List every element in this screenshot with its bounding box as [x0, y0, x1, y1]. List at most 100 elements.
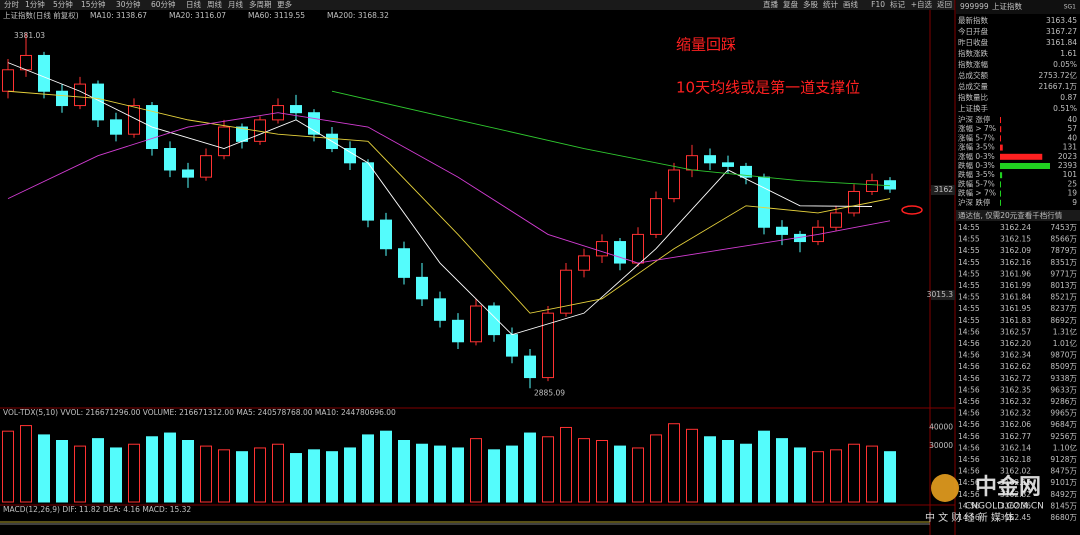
- toolbar-button[interactable]: 统计: [823, 0, 838, 9]
- tick-price: 3162.77: [1000, 432, 1031, 441]
- breadth-label: 沪深 涨停: [958, 114, 991, 124]
- breadth-label: 涨幅 0-3%: [958, 151, 995, 161]
- legend-item: MA60: 3119.55: [248, 11, 305, 20]
- toolbar-tab[interactable]: 60分钟: [151, 0, 176, 9]
- volume-bar: [272, 443, 284, 503]
- stat-label: 指数量比: [958, 92, 988, 102]
- candle-body: [632, 233, 644, 264]
- tick-price: 3162.06: [1000, 420, 1031, 429]
- stat-value: 3163.45: [1046, 16, 1077, 25]
- volume-bar: [128, 443, 140, 503]
- candle-body: [416, 276, 428, 300]
- tick-price: 3161.83: [1000, 316, 1031, 325]
- stat-value: 0.87: [1060, 93, 1077, 102]
- volume-bar: [866, 445, 878, 503]
- toolbar-tab[interactable]: 1分钟: [25, 0, 45, 9]
- tick-time: 14:55: [958, 269, 980, 278]
- toolbar-tab[interactable]: 多周期: [249, 0, 272, 9]
- volume-bar: [650, 434, 662, 503]
- watermark-brand: 中金网: [975, 474, 1041, 500]
- candle-body: [290, 105, 302, 114]
- toolbar-button[interactable]: 返回: [937, 0, 952, 9]
- tick-price: 3161.99: [1000, 281, 1031, 290]
- volume-bar: [578, 438, 590, 503]
- volume-bar: [614, 445, 626, 503]
- volume-bar: [452, 447, 464, 503]
- volume-bar: [398, 440, 410, 503]
- volume-bar: [776, 438, 788, 503]
- legend-item: MA20: 3116.07: [169, 11, 226, 20]
- volume-bar: [38, 434, 50, 503]
- breadth-count: 131: [1063, 143, 1078, 152]
- toolbar-tab[interactable]: 月线: [228, 0, 243, 9]
- candle-body: [362, 162, 374, 221]
- toolbar-button[interactable]: F10: [871, 0, 885, 9]
- quote-header: [956, 0, 1080, 14]
- candle-body: [866, 180, 878, 192]
- candle-body: [110, 119, 122, 135]
- annotation: 缩量回踩: [676, 36, 736, 54]
- tick-price: 3162.16: [1000, 258, 1031, 267]
- candle-body: [38, 54, 50, 92]
- toolbar-tab[interactable]: 日线: [186, 0, 201, 9]
- banner-bg[interactable]: [956, 210, 1080, 221]
- tick-volume: 9128万: [1050, 455, 1077, 464]
- volume-bar: [110, 447, 122, 503]
- toolbar-tab[interactable]: 5分钟: [53, 0, 73, 9]
- toolbar-tab[interactable]: 30分钟: [116, 0, 141, 9]
- stat-value: 21667.1万: [1038, 82, 1077, 91]
- volume-header: VOL-TDX(5,10) VVOL: 216671296.00 VOLUME:…: [3, 408, 396, 417]
- tick-volume: 1.01亿: [1053, 338, 1078, 348]
- toolbar-button[interactable]: 多股: [803, 0, 818, 9]
- tick-volume: 1.31亿: [1053, 326, 1078, 336]
- stat-value: 0.51%: [1053, 104, 1077, 113]
- low-label: 2885.09: [534, 388, 565, 397]
- toolbar-button[interactable]: +自选: [911, 0, 933, 9]
- tick-volume: 8492万: [1050, 490, 1077, 499]
- toolbar-button[interactable]: 标记: [890, 0, 905, 9]
- y-tick-label: 3162: [934, 185, 953, 194]
- breadth-label: 跌幅 0-3%: [958, 160, 995, 170]
- breadth-bar: [1000, 181, 1001, 188]
- volume-bar: [686, 428, 698, 503]
- tick-time: 14:55: [958, 293, 980, 302]
- candle-body: [758, 176, 770, 228]
- legend-item: MA10: 3138.67: [90, 11, 147, 20]
- candle-body: [218, 126, 230, 157]
- candle-body: [776, 226, 788, 235]
- tick-price: 3161.84: [1000, 293, 1031, 302]
- toolbar-button[interactable]: 复盘: [783, 0, 798, 9]
- candle-body: [884, 180, 896, 190]
- volume-bar: [380, 430, 392, 503]
- volume-bar: [542, 436, 554, 503]
- quote-code: 999999: [960, 2, 989, 11]
- tick-time: 14:56: [958, 351, 980, 360]
- toolbar-tab[interactable]: 周线: [207, 0, 222, 9]
- tick-volume: 1.10亿: [1053, 442, 1078, 452]
- tick-time: 14:56: [958, 374, 980, 383]
- tick-time: 14:56: [958, 339, 980, 348]
- stat-label: 总成交额: [958, 70, 988, 80]
- tick-volume: 9870万: [1050, 351, 1077, 360]
- ma-line: [7, 90, 891, 314]
- toolbar-button[interactable]: 画线: [843, 0, 858, 9]
- stat-label: 最新指数: [958, 15, 988, 25]
- toolbar-tab[interactable]: 分时: [4, 0, 19, 9]
- candle-body: [830, 212, 842, 228]
- candle-body: [398, 248, 410, 278]
- toolbar-tab[interactable]: 15分钟: [81, 0, 106, 9]
- volume-bar: [218, 449, 230, 503]
- volume-bar: [2, 430, 14, 503]
- candle-body: [452, 319, 464, 343]
- toolbar-tab[interactable]: 更多: [277, 0, 292, 9]
- ma-line: [7, 62, 873, 336]
- volume-bar: [470, 438, 482, 503]
- banner[interactable]: 通达信, 仅需20元查看千档行情: [958, 210, 1063, 220]
- volume-bar: [596, 440, 608, 503]
- chart-title: 上证指数(日线 前复权): [3, 10, 79, 20]
- breadth-bar: [1000, 163, 1050, 169]
- tick-time: 14:56: [958, 432, 980, 441]
- breadth-count: 57: [1067, 124, 1077, 133]
- volume-bar: [704, 436, 716, 503]
- toolbar-button[interactable]: 直播: [763, 0, 778, 9]
